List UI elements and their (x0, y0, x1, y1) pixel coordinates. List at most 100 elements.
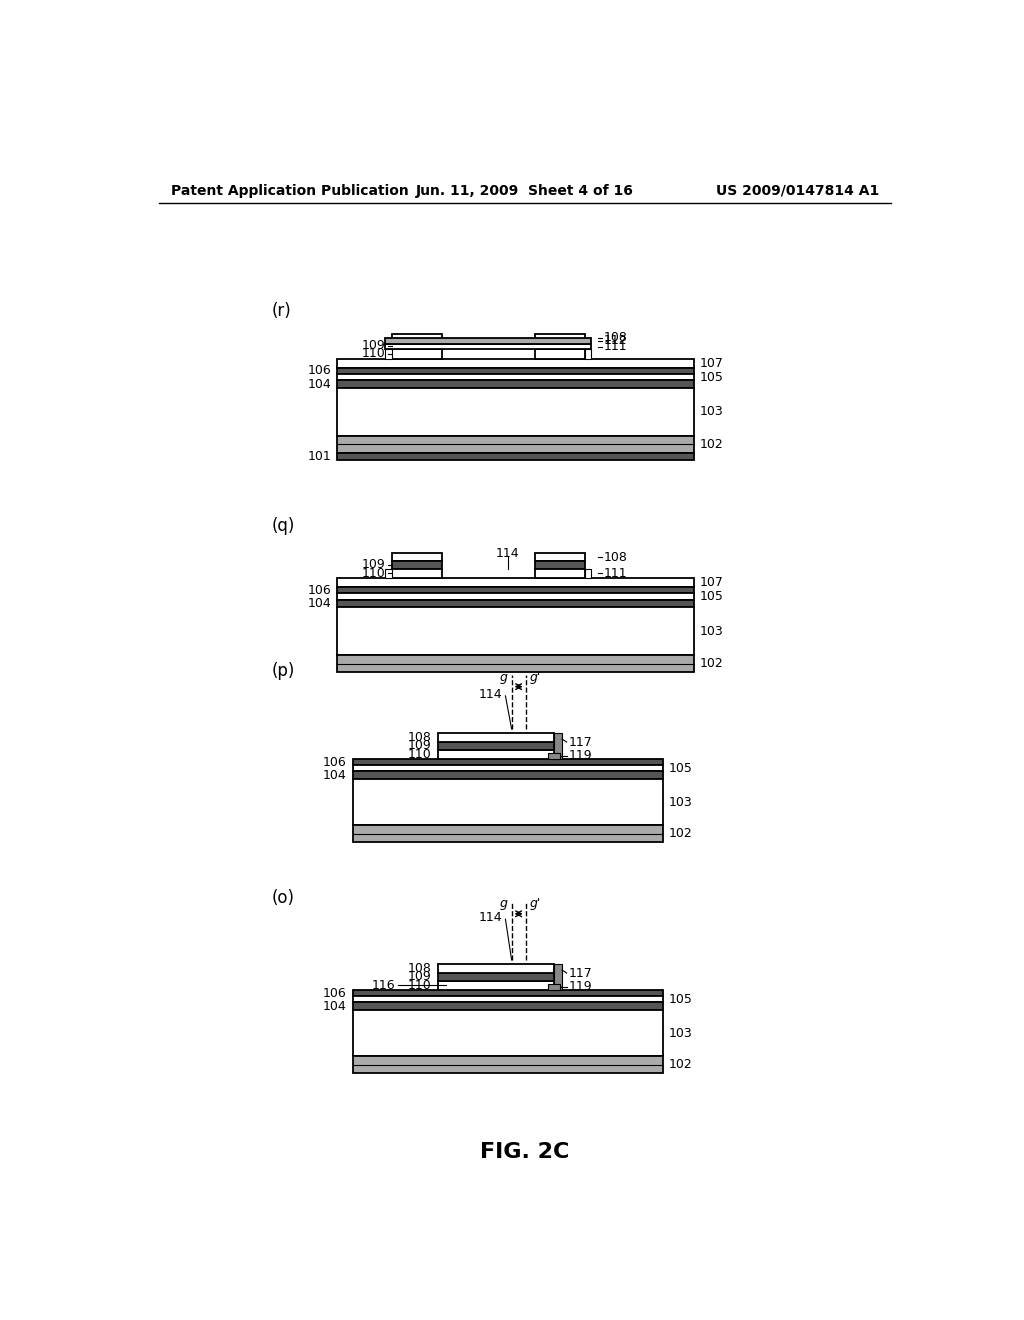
Bar (337, 368, 693, 374)
Bar (548, 752, 560, 759)
Bar (385, 350, 391, 359)
Text: 104: 104 (307, 378, 331, 391)
Bar (391, 342, 442, 350)
Bar (337, 388, 693, 436)
Bar (535, 553, 586, 561)
Text: 105: 105 (700, 590, 724, 603)
Bar (385, 569, 391, 578)
Bar (438, 964, 554, 973)
Bar (337, 374, 693, 380)
Text: 106: 106 (323, 986, 346, 999)
Text: 111: 111 (604, 566, 628, 579)
Bar (391, 553, 442, 561)
Bar (352, 990, 663, 997)
Bar (586, 350, 592, 359)
Bar (391, 350, 442, 359)
Bar (438, 981, 554, 990)
Text: 108: 108 (408, 962, 432, 975)
Text: (o): (o) (271, 890, 294, 907)
Text: 109: 109 (408, 970, 432, 983)
Bar (438, 742, 554, 750)
Text: 106: 106 (323, 755, 346, 768)
Text: 116: 116 (372, 979, 395, 991)
Bar (535, 561, 586, 569)
Text: 106: 106 (307, 364, 331, 378)
Text: 112: 112 (604, 334, 628, 347)
Bar (385, 338, 592, 345)
Bar (337, 380, 693, 388)
Text: 103: 103 (700, 405, 724, 418)
Bar (352, 771, 663, 779)
Text: 108: 108 (604, 550, 628, 564)
Text: 110: 110 (408, 748, 432, 760)
Bar (352, 766, 663, 771)
Bar (337, 607, 693, 655)
Text: 104: 104 (307, 597, 331, 610)
Bar (337, 587, 693, 594)
Bar (535, 334, 586, 342)
Text: 109: 109 (361, 339, 385, 352)
Text: 114: 114 (496, 546, 519, 560)
Text: g: g (500, 671, 508, 684)
Bar (554, 733, 562, 759)
Text: 102: 102 (669, 828, 692, 841)
Text: 104: 104 (323, 999, 346, 1012)
Bar (352, 997, 663, 1002)
Text: 110: 110 (361, 347, 385, 360)
Bar (352, 779, 663, 825)
Text: 111: 111 (604, 341, 628, 354)
Text: 108: 108 (604, 331, 628, 345)
Bar (352, 825, 663, 842)
Text: Jun. 11, 2009  Sheet 4 of 16: Jun. 11, 2009 Sheet 4 of 16 (416, 183, 634, 198)
Text: FIG. 2C: FIG. 2C (480, 1142, 569, 1162)
Bar (438, 973, 554, 981)
Text: 104: 104 (323, 768, 346, 781)
Bar (535, 350, 586, 359)
Text: 102: 102 (700, 657, 724, 671)
Bar (391, 561, 442, 569)
Bar (352, 1002, 663, 1010)
Text: 105: 105 (669, 762, 693, 775)
Bar (337, 453, 693, 461)
Bar (337, 655, 693, 672)
Bar (337, 436, 693, 453)
Bar (352, 1010, 663, 1056)
Bar (337, 578, 693, 587)
Text: 107: 107 (700, 576, 724, 589)
Text: 102: 102 (700, 437, 724, 450)
Text: 109: 109 (408, 739, 432, 752)
Text: 102: 102 (669, 1059, 692, 1072)
Text: 103: 103 (669, 796, 692, 809)
Text: 109: 109 (361, 558, 385, 572)
Bar (438, 733, 554, 742)
Text: 110: 110 (408, 979, 432, 991)
Bar (337, 594, 693, 599)
Text: 105: 105 (700, 371, 724, 384)
Text: 103: 103 (669, 1027, 692, 1040)
Bar (337, 359, 693, 368)
Text: g': g' (529, 898, 541, 911)
Text: 103: 103 (700, 624, 724, 638)
Text: 119: 119 (568, 750, 592, 763)
Text: 101: 101 (307, 450, 331, 463)
Text: 110: 110 (361, 566, 385, 579)
Text: g': g' (529, 671, 541, 684)
Text: 114: 114 (478, 911, 503, 924)
Bar (586, 569, 592, 578)
Bar (391, 334, 442, 342)
Bar (352, 1056, 663, 1073)
Text: (q): (q) (271, 517, 295, 536)
Bar (337, 599, 693, 607)
Bar (391, 569, 442, 578)
Text: US 2009/0147814 A1: US 2009/0147814 A1 (717, 183, 880, 198)
Text: Patent Application Publication: Patent Application Publication (171, 183, 409, 198)
Bar (548, 983, 560, 990)
Text: 108: 108 (408, 731, 432, 744)
Bar (554, 964, 562, 990)
Text: 107: 107 (700, 356, 724, 370)
Bar (352, 759, 663, 766)
Text: 105: 105 (669, 993, 693, 1006)
Bar (535, 569, 586, 578)
Bar (535, 342, 586, 350)
Text: g: g (500, 898, 508, 911)
